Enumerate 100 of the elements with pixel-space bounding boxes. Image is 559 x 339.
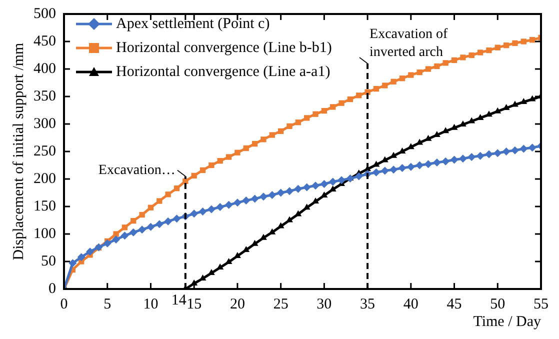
x-tick-label: 0 — [60, 296, 68, 312]
point — [234, 252, 241, 258]
point — [286, 123, 292, 130]
y-tick-label: 350 — [34, 88, 56, 104]
point — [155, 220, 164, 228]
ref-line-label: Excavation… — [98, 162, 176, 178]
point — [510, 146, 519, 154]
point — [199, 274, 206, 281]
x-tick-label: 55 — [534, 296, 548, 312]
x-tick-label: 45 — [446, 296, 462, 312]
point — [528, 144, 536, 152]
point — [269, 132, 275, 138]
point — [224, 200, 233, 209]
point — [451, 57, 458, 64]
point — [372, 168, 380, 176]
point — [399, 76, 406, 82]
point — [260, 136, 266, 142]
point — [276, 188, 285, 197]
point — [321, 108, 328, 114]
point — [198, 207, 207, 216]
point — [390, 166, 398, 174]
x-tick-label: 40 — [403, 296, 418, 312]
point — [191, 172, 197, 179]
point — [520, 144, 528, 153]
point — [294, 210, 302, 216]
point — [476, 152, 484, 160]
x-tick-label: 15 — [186, 296, 202, 312]
point — [372, 160, 380, 167]
y-tick-label: 250 — [34, 143, 56, 160]
point — [294, 184, 302, 193]
point — [86, 248, 94, 256]
point — [503, 42, 510, 48]
x-tick-label: 35 — [360, 296, 376, 312]
y-tick-label: 500 — [34, 6, 56, 22]
point — [278, 128, 284, 134]
point — [416, 138, 424, 145]
point — [320, 192, 328, 198]
legend-label: Horizontal convergence (Line b-b1) — [116, 40, 332, 56]
y-tick-label: 100 — [34, 226, 56, 242]
x-tick-label: 20 — [230, 296, 245, 312]
point — [260, 234, 267, 240]
point — [390, 152, 398, 158]
point — [528, 95, 536, 102]
point — [77, 253, 86, 262]
point — [225, 258, 232, 264]
point — [139, 212, 145, 218]
x-tick-label: 30 — [316, 296, 332, 312]
point — [416, 161, 424, 170]
point — [130, 218, 136, 224]
point — [450, 156, 458, 164]
point — [328, 178, 337, 186]
legend-label: Apex settlement (Point c) — [116, 16, 270, 32]
point — [486, 110, 492, 117]
point — [103, 239, 112, 248]
point — [217, 158, 223, 164]
point — [460, 54, 466, 60]
point — [320, 180, 328, 188]
point — [432, 158, 441, 166]
legend-label: Horizontal convergence (Line a-a1) — [116, 64, 330, 80]
point — [484, 150, 493, 158]
point — [112, 236, 120, 244]
x-tick-label: 5 — [104, 296, 112, 312]
point — [216, 264, 224, 270]
point — [250, 194, 259, 203]
point — [113, 231, 119, 237]
point — [259, 192, 268, 201]
point — [424, 160, 432, 168]
point — [329, 185, 336, 192]
point — [242, 196, 250, 204]
point — [148, 204, 154, 210]
x-tick-label: 25 — [273, 296, 288, 312]
point — [520, 38, 526, 44]
point — [347, 96, 354, 102]
point — [251, 240, 258, 246]
x-tick-label: 50 — [490, 296, 506, 312]
point — [330, 104, 336, 110]
point — [285, 187, 294, 196]
point — [208, 162, 214, 168]
y-tick-label: 450 — [34, 33, 56, 50]
point — [434, 63, 440, 70]
y-tick-label: 300 — [34, 116, 56, 132]
point — [442, 157, 450, 166]
point — [146, 222, 155, 231]
y-tick-label: 0 — [48, 280, 56, 297]
y-axis-title: Displacement of initial support /mm — [10, 42, 27, 260]
point — [120, 232, 129, 240]
point — [338, 100, 344, 106]
point — [172, 214, 181, 223]
point — [207, 205, 216, 214]
point — [174, 186, 180, 192]
point — [442, 127, 450, 134]
point — [494, 149, 502, 158]
point — [408, 72, 414, 78]
point — [338, 176, 346, 184]
point — [406, 162, 415, 171]
point — [164, 217, 172, 226]
point — [226, 154, 232, 160]
x-tick-label: 14 — [171, 292, 187, 308]
point — [458, 154, 467, 163]
point — [303, 204, 310, 210]
